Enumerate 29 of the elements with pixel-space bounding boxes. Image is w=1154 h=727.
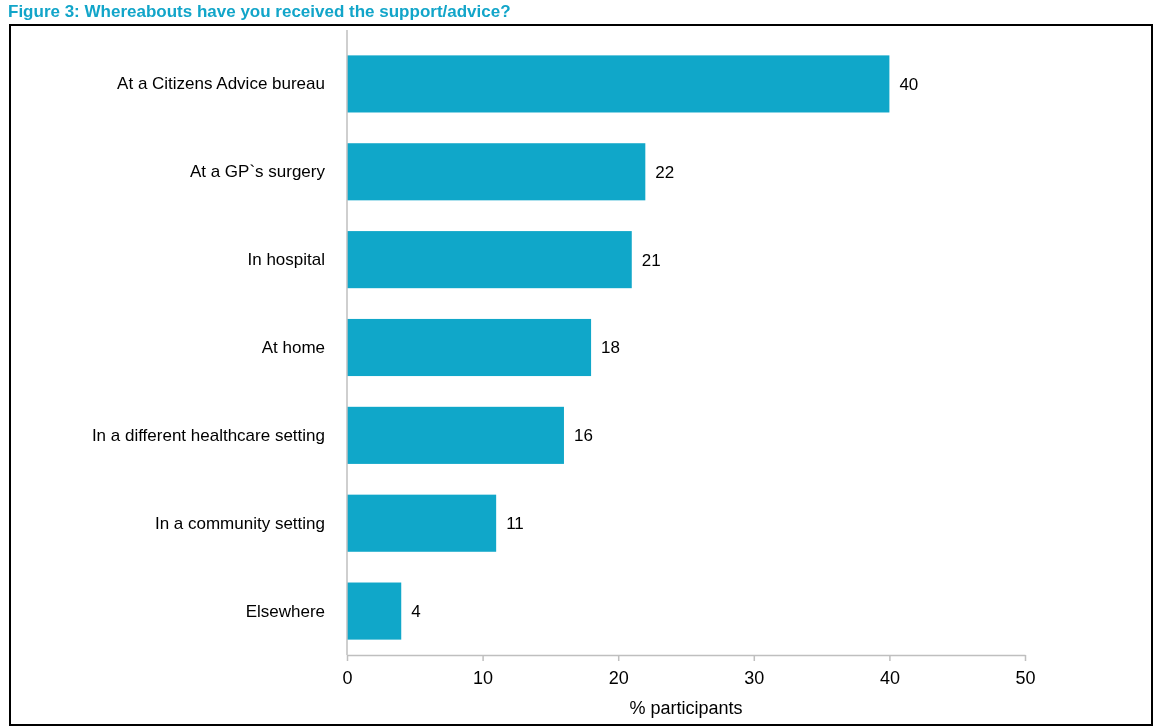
bar xyxy=(347,318,592,377)
bar xyxy=(347,406,564,464)
bar xyxy=(347,143,646,201)
x-tick-label: 0 xyxy=(342,667,353,688)
x-tick-label: 40 xyxy=(879,667,900,688)
y-tick-label: In a different healthcare setting xyxy=(91,425,325,445)
data-label: 4 xyxy=(411,602,421,622)
data-label: 16 xyxy=(573,426,593,446)
y-tick-label: At a GP`s surgery xyxy=(189,162,326,182)
bar xyxy=(347,494,497,552)
x-axis-title: % participants xyxy=(629,698,743,718)
bar xyxy=(347,582,402,640)
bar xyxy=(347,55,890,113)
data-label: 11 xyxy=(506,514,524,534)
x-tick-label: 20 xyxy=(608,667,629,688)
bar xyxy=(347,231,632,289)
y-tick-label: In a community setting xyxy=(154,513,325,533)
data-label: 21 xyxy=(641,250,661,270)
data-label: 40 xyxy=(899,74,919,94)
y-tick-label: At a Citizens Advice bureau xyxy=(117,74,325,94)
data-label: 18 xyxy=(601,338,620,358)
x-tick-label: 50 xyxy=(1015,667,1036,688)
x-tick-label: 30 xyxy=(744,667,765,688)
chart-title: Figure 3: Whereabouts have you received the support/advice? xyxy=(8,2,511,21)
x-tick-label: 10 xyxy=(473,667,494,688)
y-tick-label: Elsewhere xyxy=(245,601,325,621)
y-tick-label: In hospital xyxy=(247,250,325,270)
data-label: 22 xyxy=(655,162,675,182)
y-tick-label: At home xyxy=(261,337,325,357)
